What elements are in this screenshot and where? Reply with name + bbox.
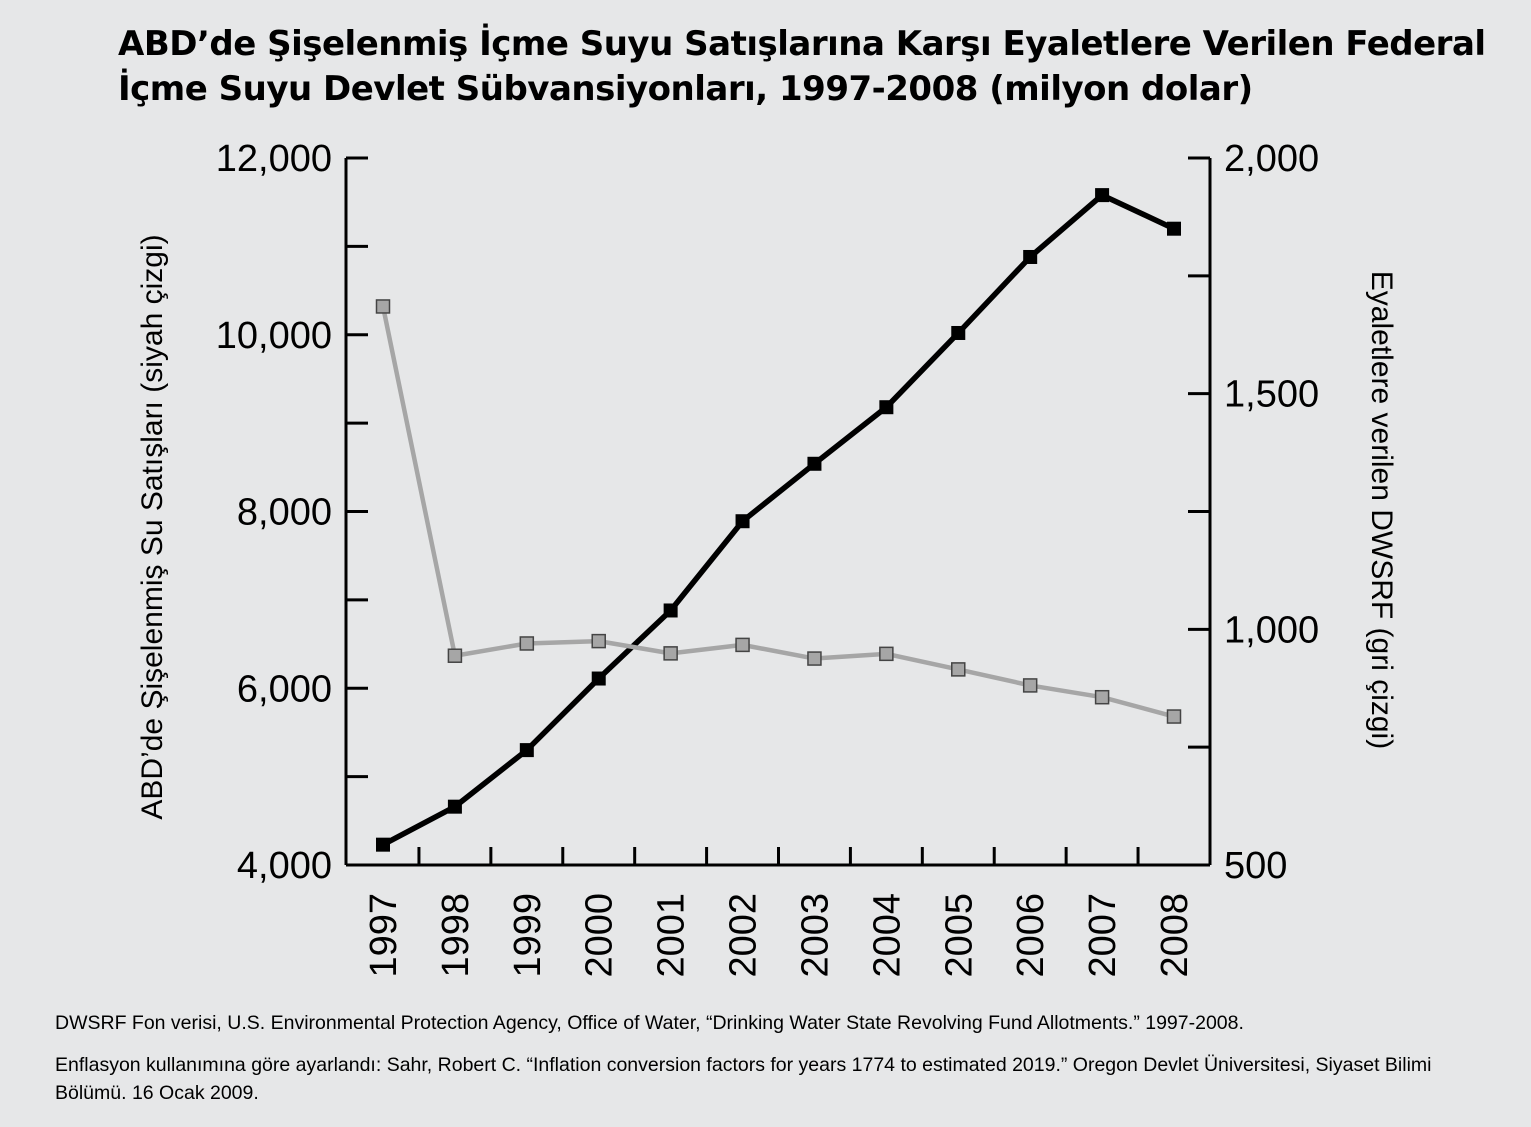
x-tick-label: 1997 <box>363 893 405 978</box>
left-tick-label: 4,000 <box>237 845 332 887</box>
axis-labels: 4,000 6,000 8,000 10,000 12,000 500 1,000 1,500… <box>136 138 1398 978</box>
bottled-water-sales-line <box>381 192 1176 848</box>
axes <box>344 156 1212 867</box>
x-tick-label: 2006 <box>1010 893 1052 978</box>
bottled-water-sales-point <box>1095 188 1110 203</box>
x-tick-label: 1999 <box>507 893 549 978</box>
dual-axis-line-chart: 4,000 6,000 8,000 10,000 12,000 500 1,000 1,500… <box>136 138 1398 978</box>
bottled-water-sales-point <box>591 671 606 686</box>
dwsrf-data-point <box>1022 678 1038 693</box>
dwsrf-data-point <box>951 662 966 677</box>
series-lines <box>380 192 1176 848</box>
series-markers <box>375 188 1182 852</box>
right-tick-label: 1,000 <box>1224 609 1319 651</box>
dwsrf-data-point <box>807 651 822 666</box>
source-note-dwsrf: DWSRF Fon verisi, U.S. Environmental Pro… <box>55 1012 1244 1034</box>
right-tick-label: 500 <box>1224 845 1287 887</box>
x-tick-label: 2001 <box>651 893 693 978</box>
left-tick-label: 12,000 <box>216 138 332 180</box>
bottled-water-sales-point <box>807 456 822 471</box>
chart-title-line-1: ABD’de Şişelenmiş İçme Suyu Satışlarına … <box>118 24 1486 64</box>
left-axis-title: ABD’de Şişelenmiş Su Satışları (siyah çi… <box>136 234 169 819</box>
bottled-water-sales-point <box>376 837 390 852</box>
x-tick-label: 2000 <box>579 893 621 978</box>
x-tick-label: 2005 <box>938 893 980 978</box>
dwsrf-data-point <box>663 646 678 661</box>
left-tick-label: 10,000 <box>216 315 332 357</box>
bottled-water-sales-point <box>879 400 894 415</box>
dwsrf-data-point <box>735 637 750 653</box>
x-tick-label: 2008 <box>1154 893 1196 978</box>
dwsrf-data-point <box>591 633 606 649</box>
dwsrf-series-line <box>380 306 1175 719</box>
dwsrf-data-point <box>1094 689 1110 705</box>
bottled-water-sales-point <box>951 325 966 340</box>
x-tick-label: 2007 <box>1082 893 1124 978</box>
bottled-water-sales-point <box>1167 221 1181 236</box>
x-tick-label: 2003 <box>794 893 836 978</box>
left-tick-label: 6,000 <box>237 668 332 710</box>
bottled-water-sales-point <box>1023 249 1038 264</box>
bottled-water-sales-point <box>519 743 534 758</box>
right-tick-label: 1,500 <box>1224 374 1319 416</box>
chart-title: ABD’de Şişelenmiş İçme Suyu Satışlarına … <box>118 22 1508 112</box>
dwsrf-data-point <box>879 646 894 662</box>
bottled-water-sales-point <box>447 799 462 814</box>
bottled-water-sales-point <box>735 514 750 529</box>
bottled-water-sales-point <box>663 603 678 618</box>
left-tick-label: 8,000 <box>237 492 332 534</box>
right-axis-title: Eyaletlere verilen DWSRF (gri çizgi) <box>1365 271 1398 749</box>
dwsrf-data-point <box>519 636 535 651</box>
x-tick-label: 2004 <box>866 893 908 978</box>
x-tick-label: 2002 <box>723 893 765 978</box>
dwsrf-data-point <box>1166 709 1182 724</box>
source-note-inflation: Enflasyon kullanımına göre ayarlandı: Sa… <box>55 1054 1432 1104</box>
x-tick-label: 1998 <box>435 893 477 978</box>
dwsrf-data-point <box>447 648 463 663</box>
chart-title-line-2: İçme Suyu Devlet Sübvansiyonları, 1997-2… <box>118 69 1253 109</box>
right-tick-label: 2,000 <box>1224 138 1319 180</box>
dwsrf-data-point <box>375 299 391 314</box>
